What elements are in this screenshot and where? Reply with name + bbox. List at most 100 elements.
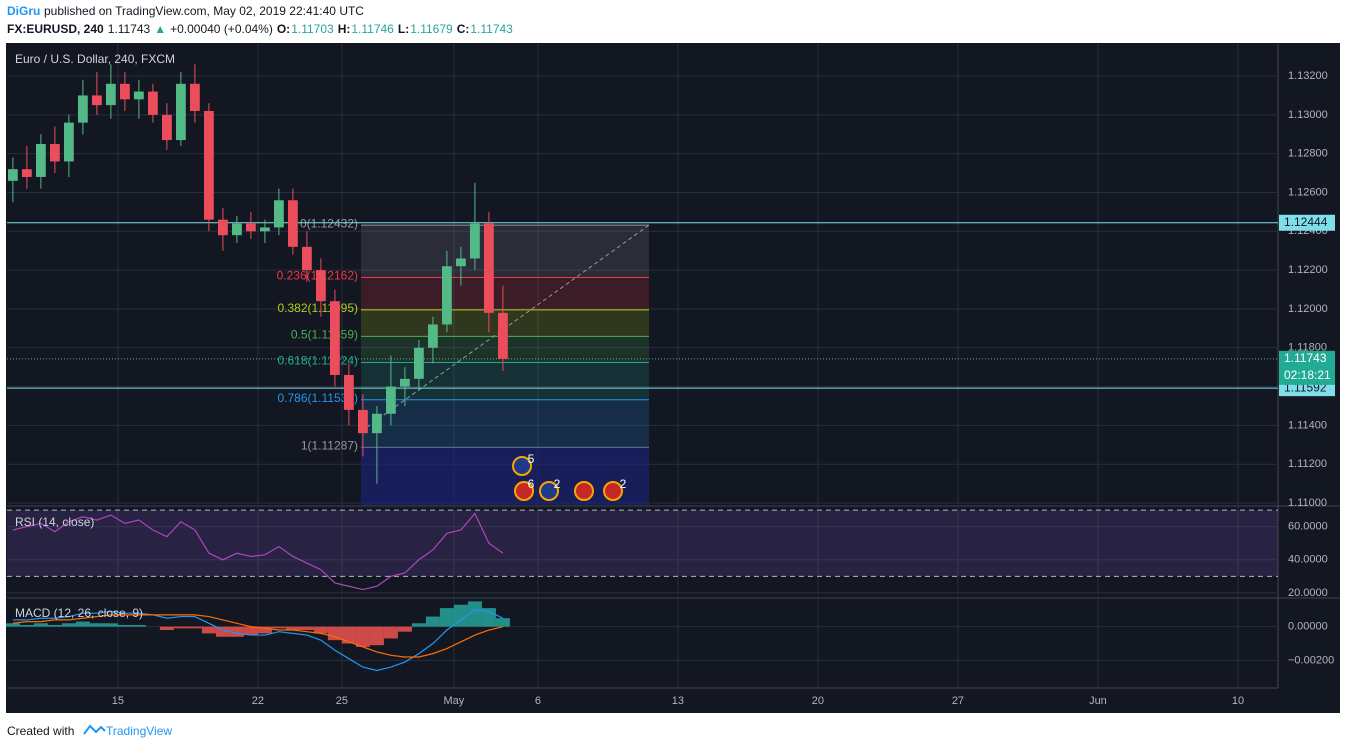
x-tick-label: 13 (672, 695, 684, 707)
x-tick-label: 27 (952, 695, 964, 707)
x-tick-label: May (444, 695, 465, 707)
y-tick-label: 1.11800 (1288, 342, 1327, 354)
candle-body (456, 258, 466, 267)
candle-body (7, 169, 18, 181)
macd-histogram-bar (75, 621, 90, 627)
fib-label: 0(1.12432) (300, 216, 358, 230)
author-link[interactable]: DiGru (7, 4, 40, 18)
candle-body (133, 91, 144, 100)
macd-histogram-bar (341, 626, 356, 644)
y-tick-label: −0.00200 (1288, 654, 1334, 666)
x-tick-label: 25 (336, 695, 348, 707)
macd-histogram-bar (89, 623, 104, 627)
macd-histogram-bar (397, 626, 412, 632)
macd-histogram-bar (103, 623, 118, 627)
x-tick-label: 10 (1232, 695, 1244, 707)
candle-body (344, 374, 354, 410)
fib-zone (361, 399, 649, 448)
ohlc-value: 1.11703 (291, 22, 334, 36)
fib-label: 0.786(1.11532) (277, 391, 358, 405)
candle-body (105, 83, 116, 106)
macd-histogram-bar (173, 626, 188, 629)
change: +0.00040 (+0.04%) (170, 22, 273, 36)
fib-lower-zone (361, 447, 649, 505)
last-price: 1.11743 (108, 22, 151, 36)
ohlc-label: H: (338, 22, 351, 36)
macd-histogram-bar (411, 623, 426, 627)
candle-body (386, 386, 396, 414)
macd-histogram-bar (495, 618, 510, 627)
macd-histogram-bar (215, 626, 230, 637)
macd-histogram-bar (453, 604, 468, 627)
candle-body (147, 91, 158, 115)
rsi-line (12, 512, 504, 591)
rsi-band (7, 510, 1278, 577)
macd-histogram-bar (369, 626, 384, 646)
y-tick-label: 1.13200 (1288, 70, 1328, 82)
macd-histogram-bar (285, 626, 300, 631)
candle-body (414, 347, 424, 379)
macd-histogram-bar (187, 626, 202, 629)
candle-body (217, 219, 228, 236)
ohlc-label: L: (398, 22, 409, 36)
candle-body (259, 227, 270, 232)
y-tick-label: 40.0000 (1288, 554, 1328, 566)
macd-histogram-bar (61, 623, 76, 627)
x-tick-label: 20 (812, 695, 824, 707)
macd-histogram-bar (243, 626, 258, 636)
candle-body (175, 83, 186, 141)
event-count: 6 (528, 477, 535, 491)
published: published on TradingView.com, May 02, 20… (44, 4, 364, 18)
macd-histogram-bar (313, 626, 328, 634)
candle-body (231, 223, 242, 236)
y-tick-label: 1.11400 (1288, 419, 1327, 431)
macd-histogram-bar (19, 624, 34, 627)
macd-histogram-bar (131, 624, 146, 627)
candle-body (315, 270, 326, 302)
countdown: 02:18:21 (1284, 368, 1331, 382)
macd-histogram-bar (201, 626, 216, 634)
x-tick-label: 22 (252, 695, 264, 707)
event-count: 5 (528, 452, 535, 466)
footer-created: Created with (7, 724, 74, 738)
candle-body (35, 143, 46, 177)
fib-label: 0.618(1.11724) (277, 354, 358, 368)
macd-histogram-bar (383, 626, 398, 639)
y-tick-label: 60.0000 (1288, 521, 1328, 533)
event-icons: 5 6 2 2 (512, 452, 627, 501)
candle-body (203, 110, 214, 220)
footer-brand[interactable]: TradingView (106, 724, 172, 738)
y-tick-label: 1.12000 (1288, 303, 1328, 315)
x-tick-label: Jun (1089, 695, 1107, 707)
y-tick-label: 0.00000 (1288, 621, 1328, 633)
candle-body (442, 266, 452, 325)
rsi-title: RSI (14, close) (15, 515, 94, 529)
chart-title: Euro / U.S. Dollar, 240, FXCM (15, 52, 175, 66)
event-icon[interactable] (603, 481, 623, 501)
event-icon[interactable] (574, 481, 594, 501)
event-icon[interactable] (514, 481, 534, 501)
candle-body (301, 246, 312, 271)
event-count: 2 (554, 477, 561, 491)
candle-body (484, 223, 494, 313)
candle-body (21, 169, 32, 177)
candle-body (470, 223, 480, 259)
y-tick-label: 1.12600 (1288, 186, 1328, 198)
macd-histogram-bar (5, 623, 20, 627)
macd-histogram-bar (467, 601, 482, 627)
event-icon[interactable] (539, 481, 559, 501)
macd-histogram-bar (299, 626, 314, 631)
macd-line (12, 609, 504, 672)
macd-histogram-bar (159, 626, 174, 631)
candle-body (119, 83, 130, 100)
y-tick-label: 1.12200 (1288, 264, 1328, 276)
candle-body (49, 143, 60, 162)
candle-body (358, 409, 368, 434)
fib-label: 1(1.11287) (301, 439, 358, 453)
price-label: 1.12444 (1284, 215, 1328, 229)
candle-body (330, 301, 340, 375)
y-tick-label: 1.12800 (1288, 148, 1328, 160)
change-arrow: ▲ (154, 22, 166, 36)
event-icon[interactable] (512, 456, 532, 476)
